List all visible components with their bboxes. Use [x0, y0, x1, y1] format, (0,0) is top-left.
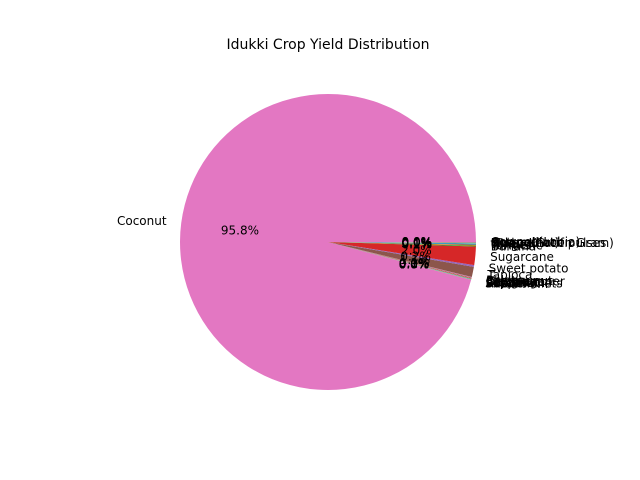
- pct-label-black-pepper: 0.0%: [399, 257, 430, 271]
- pie-slice-cardamom: [328, 242, 472, 279]
- category-label-ginger: Ginger: [491, 237, 531, 251]
- category-label-groundnut: Groundnut: [491, 235, 555, 249]
- category-label-moong-green-gram: Moong(Green Gram): [491, 236, 614, 250]
- pie-slice-moong-green-gram: [328, 242, 476, 243]
- category-label-cashewnut: Cashewnut: [486, 274, 553, 288]
- pie-slice-turmeric: [328, 242, 476, 246]
- pie-slice-small-millets: [328, 242, 472, 280]
- pct-label-pulses: 0.1%: [399, 256, 430, 270]
- pie-category-labels: Coconut Small milletsRubberSesamumArecanu…: [117, 214, 614, 291]
- category-label-rubber: Rubber: [485, 276, 528, 290]
- pie-slice-cashewnut: [328, 242, 472, 278]
- pct-label-banana: 0.1%: [402, 237, 433, 251]
- pct-label-groundnut: 0.0%: [402, 235, 433, 249]
- category-label-sugarcane: Sugarcane: [490, 250, 554, 264]
- category-label-tapioca: Tapioca: [486, 268, 532, 282]
- category-label-other-kharif-pulses: Other Kharif pulses: [491, 236, 606, 250]
- chart-title: Idukki Crop Yield Distribution: [226, 37, 429, 53]
- pct-label-arecanut: 0.0%: [399, 257, 430, 271]
- pie-slice-rice: [328, 242, 476, 244]
- category-label-sesamum: Sesamum: [486, 276, 546, 290]
- category-label-dry-ginger: Dry ginger: [486, 275, 550, 289]
- category-label-coconut: Coconut: [117, 214, 167, 228]
- pct-label-rice: 0.0%: [402, 236, 433, 250]
- pie-slice-tapioca: [328, 242, 474, 277]
- pct-label-ginger: 0.1%: [402, 236, 433, 250]
- category-label-pulses: Pulses: [486, 274, 524, 288]
- pct-label-rubber: 0.0%: [399, 258, 430, 272]
- pct-label-sesamum: 0.0%: [399, 257, 430, 271]
- pie-slice-pulses: [328, 242, 472, 278]
- pct-label-sugarcane: 2.0%: [401, 243, 432, 257]
- category-label-cowpea-lobia: Cowpea(Lobia): [491, 235, 580, 249]
- pie-slice-sugarcane: [328, 242, 476, 266]
- pct-label-cardamom: 0.0%: [399, 257, 430, 271]
- pie-slice-banana: [328, 242, 476, 247]
- pie-slice-sesamum: [328, 242, 472, 280]
- pie-slice-coconut: [180, 94, 477, 391]
- pct-label-pepper: 0.0%: [399, 257, 430, 271]
- pie-slice-ginger: [328, 242, 476, 245]
- category-label-cardamom: Cardamom: [486, 275, 552, 289]
- pie-slice-pepper: [328, 242, 472, 279]
- pct-label-other-kharif-pulses: 0.0%: [402, 236, 433, 250]
- category-label-arecanut: Arecanut: [486, 276, 540, 290]
- pie-slice-other-kharif-pulses: [328, 242, 476, 244]
- pct-label-turmeric: 0.1%: [402, 237, 433, 251]
- pie-percent-labels: 95.8%0.0%0.0%0.0%0.0%0.0%0.0%0.1%0.0%0.0…: [221, 224, 432, 272]
- category-label-pepper: Pepper: [486, 275, 528, 289]
- pct-label-coconut: 95.8%: [221, 224, 259, 238]
- pct-label-sweet-potato: 0.2%: [400, 249, 431, 263]
- category-label-sweet-potato: Sweet potato: [489, 261, 569, 275]
- pct-label-dry-ginger: 0.1%: [399, 257, 430, 271]
- category-label-rice: Rice: [491, 237, 517, 251]
- pie-slices: [180, 94, 477, 391]
- category-label-black-pepper: Black pepper: [486, 274, 565, 288]
- pct-label-cowpea-lobia: 0.0%: [402, 235, 433, 249]
- pie-slice-cotton-lint: [328, 242, 476, 243]
- category-label-small-millets: Small millets: [485, 277, 562, 291]
- pct-label-moong-green-gram: 0.0%: [402, 235, 433, 249]
- category-label-banana: Banana: [491, 240, 537, 254]
- category-label-turmeric: Turmeric: [490, 238, 543, 252]
- pie-slice-rubber: [328, 242, 472, 280]
- pct-label-small-millets: 0.0%: [399, 258, 430, 272]
- pie-slice-arecanut: [328, 242, 472, 280]
- pie-slice-dry-ginger: [328, 242, 472, 279]
- pct-label-tapioca: 1.1%: [400, 253, 431, 267]
- category-label-cotton-lint: Cotton(lint): [491, 236, 559, 250]
- pie-slice-black-pepper: [328, 242, 472, 279]
- pct-label-cotton-lint: 0.0%: [402, 235, 433, 249]
- pct-label-cashewnut: 0.0%: [399, 256, 430, 270]
- pie-slice-sweet-potato: [328, 242, 475, 267]
